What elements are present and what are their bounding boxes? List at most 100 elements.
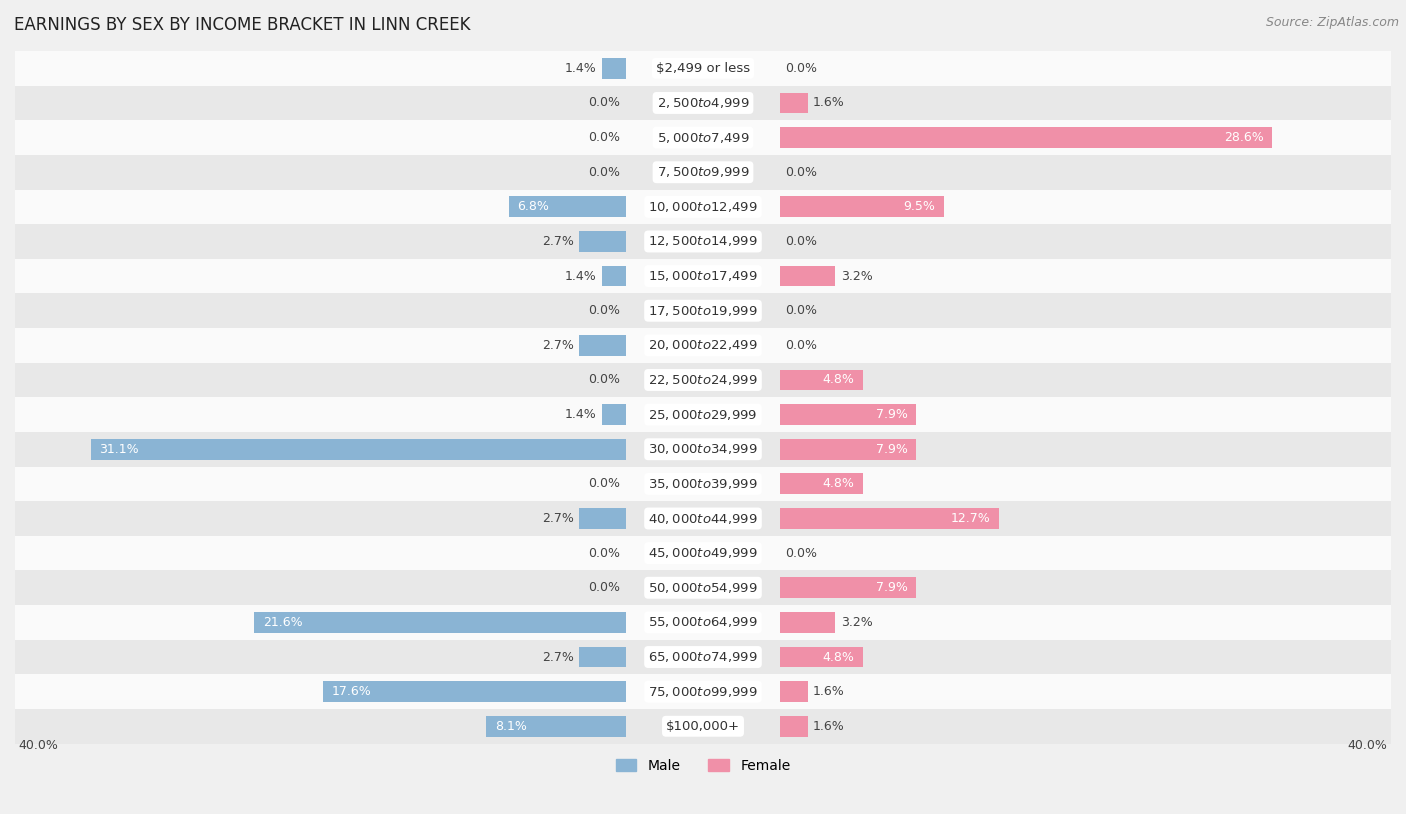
Text: 0.0%: 0.0%	[786, 547, 817, 560]
Text: 2.7%: 2.7%	[543, 339, 574, 352]
Text: 6.8%: 6.8%	[517, 200, 550, 213]
Text: 0.0%: 0.0%	[589, 581, 620, 594]
Text: 4.8%: 4.8%	[823, 650, 855, 663]
Bar	[15, 674, 1391, 709]
Bar	[780, 646, 863, 667]
Bar	[323, 681, 626, 702]
Bar	[15, 190, 1391, 224]
Text: $2,500 to $4,999: $2,500 to $4,999	[657, 96, 749, 110]
Bar	[254, 612, 626, 632]
Text: 0.0%: 0.0%	[589, 131, 620, 144]
Bar	[90, 439, 626, 460]
Bar	[15, 571, 1391, 605]
Bar	[579, 231, 626, 252]
Text: 0.0%: 0.0%	[589, 374, 620, 387]
Bar	[15, 397, 1391, 432]
Text: 1.6%: 1.6%	[813, 685, 845, 698]
Text: $40,000 to $44,999: $40,000 to $44,999	[648, 511, 758, 526]
Bar	[780, 439, 917, 460]
Text: 28.6%: 28.6%	[1225, 131, 1264, 144]
Bar	[780, 93, 808, 113]
Text: 9.5%: 9.5%	[903, 200, 935, 213]
Text: $22,500 to $24,999: $22,500 to $24,999	[648, 373, 758, 387]
Text: $25,000 to $29,999: $25,000 to $29,999	[648, 408, 758, 422]
Bar	[15, 363, 1391, 397]
Text: 0.0%: 0.0%	[786, 235, 817, 248]
Text: 0.0%: 0.0%	[589, 477, 620, 490]
Bar	[579, 646, 626, 667]
Text: $35,000 to $39,999: $35,000 to $39,999	[648, 477, 758, 491]
Text: $75,000 to $99,999: $75,000 to $99,999	[648, 685, 758, 698]
Bar	[15, 155, 1391, 190]
Bar	[15, 120, 1391, 155]
Bar	[780, 370, 863, 391]
Text: $17,500 to $19,999: $17,500 to $19,999	[648, 304, 758, 317]
Text: 4.8%: 4.8%	[823, 477, 855, 490]
Text: 1.4%: 1.4%	[565, 62, 596, 75]
Bar	[15, 536, 1391, 571]
Bar	[780, 196, 943, 217]
Bar	[15, 640, 1391, 674]
Bar	[602, 405, 626, 425]
Text: 4.8%: 4.8%	[823, 374, 855, 387]
Bar	[602, 58, 626, 79]
Text: 17.6%: 17.6%	[332, 685, 371, 698]
Text: 0.0%: 0.0%	[786, 339, 817, 352]
Text: $2,499 or less: $2,499 or less	[657, 62, 749, 75]
Text: Source: ZipAtlas.com: Source: ZipAtlas.com	[1265, 16, 1399, 29]
Text: 0.0%: 0.0%	[589, 166, 620, 179]
Legend: Male, Female: Male, Female	[610, 754, 796, 778]
Bar	[579, 508, 626, 529]
Bar	[579, 335, 626, 356]
Text: $100,000+: $100,000+	[666, 720, 740, 733]
Text: $50,000 to $54,999: $50,000 to $54,999	[648, 580, 758, 595]
Bar	[15, 328, 1391, 363]
Bar	[15, 85, 1391, 120]
Text: 40.0%: 40.0%	[18, 739, 58, 752]
Text: 3.2%: 3.2%	[841, 616, 872, 629]
Bar	[15, 259, 1391, 293]
Text: 0.0%: 0.0%	[589, 97, 620, 109]
Bar	[780, 127, 1272, 148]
Text: $12,500 to $14,999: $12,500 to $14,999	[648, 234, 758, 248]
Bar	[780, 508, 998, 529]
Text: 21.6%: 21.6%	[263, 616, 302, 629]
Bar	[15, 51, 1391, 85]
Text: 1.6%: 1.6%	[813, 97, 845, 109]
Bar	[602, 265, 626, 287]
Text: 7.9%: 7.9%	[876, 443, 908, 456]
Text: 0.0%: 0.0%	[786, 166, 817, 179]
Text: 2.7%: 2.7%	[543, 235, 574, 248]
Bar	[780, 405, 917, 425]
Bar	[15, 709, 1391, 743]
Text: 7.9%: 7.9%	[876, 581, 908, 594]
Text: 0.0%: 0.0%	[786, 62, 817, 75]
Text: 3.2%: 3.2%	[841, 269, 872, 282]
Text: $30,000 to $34,999: $30,000 to $34,999	[648, 442, 758, 457]
Text: $15,000 to $17,499: $15,000 to $17,499	[648, 269, 758, 283]
Text: 2.7%: 2.7%	[543, 650, 574, 663]
Text: 1.4%: 1.4%	[565, 408, 596, 421]
Text: $55,000 to $64,999: $55,000 to $64,999	[648, 615, 758, 629]
Bar	[15, 605, 1391, 640]
Text: 31.1%: 31.1%	[100, 443, 139, 456]
Bar	[15, 224, 1391, 259]
Bar	[780, 265, 835, 287]
Text: $5,000 to $7,499: $5,000 to $7,499	[657, 130, 749, 145]
Bar	[780, 716, 808, 737]
Bar	[780, 612, 835, 632]
Bar	[780, 681, 808, 702]
Text: $20,000 to $22,499: $20,000 to $22,499	[648, 339, 758, 352]
Text: 1.6%: 1.6%	[813, 720, 845, 733]
Text: 0.0%: 0.0%	[589, 547, 620, 560]
Text: $45,000 to $49,999: $45,000 to $49,999	[648, 546, 758, 560]
Text: $7,500 to $9,999: $7,500 to $9,999	[657, 165, 749, 179]
Text: 40.0%: 40.0%	[1348, 739, 1388, 752]
Bar	[780, 577, 917, 598]
Text: 7.9%: 7.9%	[876, 408, 908, 421]
Bar	[15, 432, 1391, 466]
Bar	[15, 293, 1391, 328]
Text: 8.1%: 8.1%	[495, 720, 527, 733]
Text: $65,000 to $74,999: $65,000 to $74,999	[648, 650, 758, 664]
Bar	[486, 716, 626, 737]
